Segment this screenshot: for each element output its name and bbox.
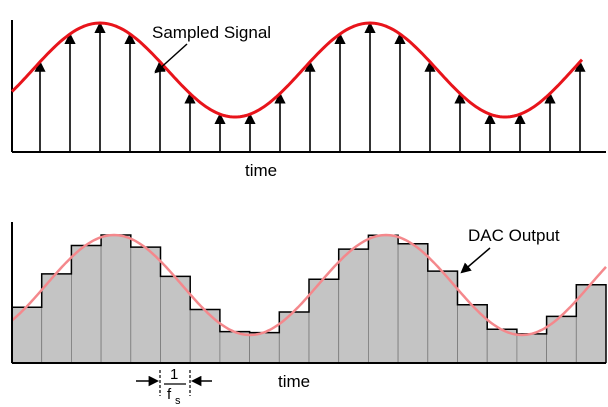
dac-step-bar: [249, 332, 280, 364]
dac-step-bar: [219, 331, 250, 364]
dac-step-bar: [130, 246, 161, 364]
dac-step-bar: [189, 309, 221, 364]
dac-step-bar: [71, 245, 102, 364]
dac-step-bar: [397, 243, 429, 364]
sample-arrows: [34, 21, 586, 152]
dac-step-bar: [338, 248, 369, 364]
period-subscript: s: [175, 395, 181, 407]
dac-output-pointer: [460, 247, 491, 274]
dac-step-bar: [516, 333, 548, 364]
dac-step-bar: [427, 270, 458, 364]
bottom-time-label: time: [278, 372, 310, 391]
top-time-label: time: [245, 161, 277, 180]
sampled-signal-label: Sampled Signal: [152, 23, 271, 42]
dac-step-bar: [367, 234, 399, 364]
dac-step-bar: [100, 234, 132, 364]
dac-reference-curve: [11, 233, 607, 337]
period-denominator: f: [167, 386, 172, 403]
period-numerator: 1: [170, 366, 178, 383]
dac-step-bar: [575, 284, 607, 364]
dac-step-bar: [457, 304, 488, 364]
sampled-signal-curve: [10, 21, 584, 119]
dac-step-bar: [486, 328, 518, 364]
sampled-signal-panel: Sampled Signal time: [10, 20, 606, 180]
sample-period-indicator: 1 f s: [136, 366, 212, 407]
sampled-signal-pointer: [154, 43, 188, 74]
dac-step-bar: [41, 273, 72, 364]
dac-output-panel: DAC Output time 1 f s: [11, 222, 607, 407]
dac-output-label: DAC Output: [468, 226, 560, 245]
